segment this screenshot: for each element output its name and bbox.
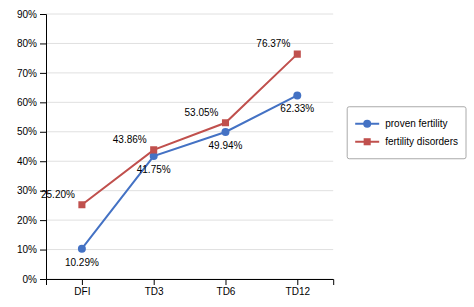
tick-label: 40%: [17, 156, 37, 167]
point: [150, 146, 157, 153]
legend-item: proven fertility: [355, 118, 447, 129]
tick-mark: [82, 279, 83, 285]
legend-marker: [363, 120, 371, 128]
grid-line: [46, 72, 333, 73]
tick-label: DFI: [74, 286, 90, 297]
point: [294, 51, 301, 58]
tick: TD12: [286, 279, 311, 297]
chart: 0% 10% 20% 30% 40% 50% 60% 70% 80% 90% DFI TD3 TD6 TD…: [0, 0, 474, 307]
tick-mark: [40, 73, 46, 74]
point: [78, 201, 85, 208]
tick: TD6: [217, 279, 236, 297]
tick-label: 20%: [17, 215, 37, 226]
marks: [78, 51, 301, 253]
grid-line: [46, 249, 333, 250]
tick: 80%: [17, 38, 46, 49]
tick-mark: [40, 161, 46, 162]
tick-mark: [40, 279, 46, 280]
point: [222, 119, 229, 126]
tick-label: TD3: [145, 286, 164, 297]
tick: 90%: [17, 9, 46, 20]
point: [78, 245, 86, 253]
grid-line: [46, 161, 333, 162]
tick-mark: [40, 220, 46, 221]
data-label: 62.33%: [280, 103, 314, 114]
data-label: 49.94%: [209, 140, 243, 151]
y-axis: 0% 10% 20% 30% 40% 50% 60% 70% 80% 90%: [17, 9, 47, 285]
tick: 60%: [17, 97, 46, 108]
tick: 10%: [17, 244, 46, 255]
data-label: 25.20%: [41, 189, 75, 200]
tick-label: 90%: [17, 9, 37, 20]
axis-line: [40, 15, 47, 280]
tick-label: 70%: [17, 68, 37, 79]
tick-mark: [40, 132, 46, 133]
legend-frame: [347, 107, 466, 159]
tick-mark: [40, 43, 46, 44]
legend: proven fertility fertility disorders: [347, 107, 466, 159]
tick-mark: [40, 250, 46, 251]
grid-line: [46, 220, 333, 221]
grid: [46, 14, 333, 279]
tick: 40%: [17, 156, 46, 167]
tick: DFI: [74, 279, 90, 297]
tick-label: 0%: [23, 274, 38, 285]
tick-mark: [297, 279, 298, 285]
tick-label: TD6: [217, 286, 236, 297]
data-label: 10.29%: [65, 257, 99, 268]
tick-mark: [225, 279, 226, 285]
tick: 70%: [17, 68, 46, 79]
tick: 20%: [17, 215, 46, 226]
tick-label: 30%: [17, 185, 37, 196]
tick-label: 80%: [17, 38, 37, 49]
grid-line: [46, 14, 333, 15]
tick-label: 50%: [17, 126, 37, 137]
x-axis: DFI TD3 TD6 TD12: [47, 279, 334, 297]
tick-label: TD12: [286, 286, 311, 297]
tick: TD3: [145, 279, 164, 297]
data-label: 41.75%: [137, 164, 171, 175]
legend-label: fertility disorders: [385, 136, 458, 147]
data-label: 76.37%: [256, 38, 290, 49]
tick-mark: [154, 279, 155, 285]
legend-marker: [364, 138, 371, 145]
point: [293, 91, 301, 99]
plot: 0% 10% 20% 30% 40% 50% 60% 70% 80% 90% DFI TD3 TD6 TD…: [17, 9, 334, 297]
data-labels: 10.29% 41.75% 49.94% 62.33% 25.20% 43.86% 53.0…: [41, 38, 314, 268]
data-label: 43.86%: [113, 134, 147, 145]
grid-line: [46, 190, 333, 191]
series-line: [82, 54, 297, 205]
tick-label: 60%: [17, 97, 37, 108]
series-line: [82, 95, 297, 248]
tick: 0%: [23, 274, 46, 285]
point: [222, 128, 230, 136]
data-label: 53.05%: [185, 107, 219, 118]
grid-line: [46, 131, 333, 132]
tick-mark: [40, 14, 46, 15]
axis-line: [47, 280, 334, 286]
tick-label: 10%: [17, 244, 37, 255]
tick-mark: [40, 102, 46, 103]
tick: 50%: [17, 126, 46, 137]
legend-item: fertility disorders: [355, 136, 458, 147]
legend-label: proven fertility: [385, 118, 447, 129]
